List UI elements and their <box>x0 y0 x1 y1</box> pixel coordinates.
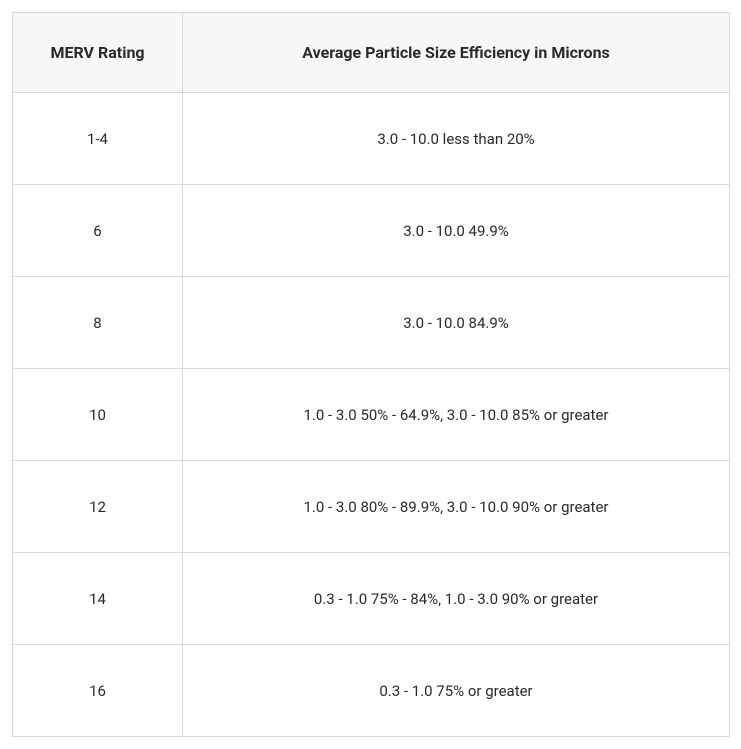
cell-merv-rating: 1-4 <box>13 93 183 185</box>
cell-merv-rating: 10 <box>13 369 183 461</box>
cell-efficiency: 3.0 - 10.0 less than 20% <box>183 93 730 185</box>
cell-efficiency: 0.3 - 1.0 75% or greater <box>183 645 730 737</box>
table-row: 10 1.0 - 3.0 50% - 64.9%, 3.0 - 10.0 85%… <box>13 369 730 461</box>
table-row: 6 3.0 - 10.0 49.9% <box>13 185 730 277</box>
cell-merv-rating: 16 <box>13 645 183 737</box>
cell-merv-rating: 12 <box>13 461 183 553</box>
merv-table: MERV Rating Average Particle Size Effici… <box>12 12 730 737</box>
table-row: 16 0.3 - 1.0 75% or greater <box>13 645 730 737</box>
col-header-efficiency: Average Particle Size Efficiency in Micr… <box>183 13 730 93</box>
cell-efficiency: 0.3 - 1.0 75% - 84%, 1.0 - 3.0 90% or gr… <box>183 553 730 645</box>
cell-efficiency: 3.0 - 10.0 49.9% <box>183 185 730 277</box>
table-row: 1-4 3.0 - 10.0 less than 20% <box>13 93 730 185</box>
cell-efficiency: 1.0 - 3.0 80% - 89.9%, 3.0 - 10.0 90% or… <box>183 461 730 553</box>
table-row: 14 0.3 - 1.0 75% - 84%, 1.0 - 3.0 90% or… <box>13 553 730 645</box>
table-header-row: MERV Rating Average Particle Size Effici… <box>13 13 730 93</box>
cell-merv-rating: 14 <box>13 553 183 645</box>
cell-merv-rating: 6 <box>13 185 183 277</box>
col-header-merv-rating: MERV Rating <box>13 13 183 93</box>
cell-efficiency: 1.0 - 3.0 50% - 64.9%, 3.0 - 10.0 85% or… <box>183 369 730 461</box>
table-row: 12 1.0 - 3.0 80% - 89.9%, 3.0 - 10.0 90%… <box>13 461 730 553</box>
table-row: 8 3.0 - 10.0 84.9% <box>13 277 730 369</box>
cell-efficiency: 3.0 - 10.0 84.9% <box>183 277 730 369</box>
cell-merv-rating: 8 <box>13 277 183 369</box>
